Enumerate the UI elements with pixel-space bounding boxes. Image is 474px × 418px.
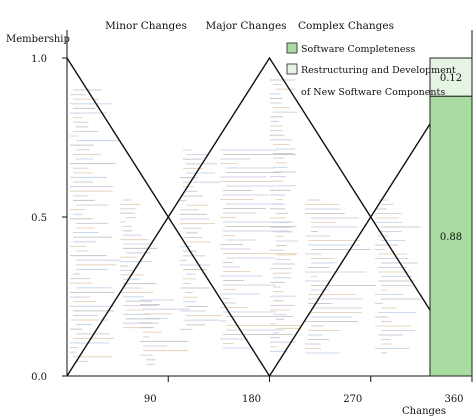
series-label: Major Changes <box>205 20 286 32</box>
legend: Software Completeness Restructuring and D… <box>286 42 456 98</box>
series-lines <box>66 56 473 377</box>
legend-entry: Restructuring and Development <box>301 65 456 76</box>
axes <box>62 30 473 382</box>
series-label: Minor Changes <box>105 20 187 32</box>
y-tick-label: 0.5 <box>31 213 47 224</box>
x-axis-label: Changes <box>402 406 446 417</box>
bar-segment-label: 0.88 <box>440 232 462 243</box>
x-tick-label: 360 <box>444 394 463 405</box>
stacked-bar: 0.88 0.12 <box>429 57 473 377</box>
x-tick-label: 180 <box>242 394 261 405</box>
background-code-texture <box>70 79 422 365</box>
y-tick-label: 0.0 <box>31 372 47 383</box>
legend-entry: of New Software Components <box>301 87 445 98</box>
series-line-major-changes <box>66 56 473 377</box>
y-axis-label: Membership <box>6 34 70 45</box>
series-label: Complex Changes <box>298 20 394 32</box>
bar-segment-label: 0.12 <box>440 73 462 84</box>
x-tick-label: 270 <box>343 394 362 405</box>
bar-segment <box>429 57 473 97</box>
bar-segment <box>429 95 473 377</box>
x-tick-label: 90 <box>144 394 157 405</box>
legend-swatch <box>286 42 298 54</box>
y-tick-label: 1.0 <box>31 54 47 65</box>
legend-swatch <box>286 63 298 75</box>
legend-entry: Software Completeness <box>301 44 415 55</box>
